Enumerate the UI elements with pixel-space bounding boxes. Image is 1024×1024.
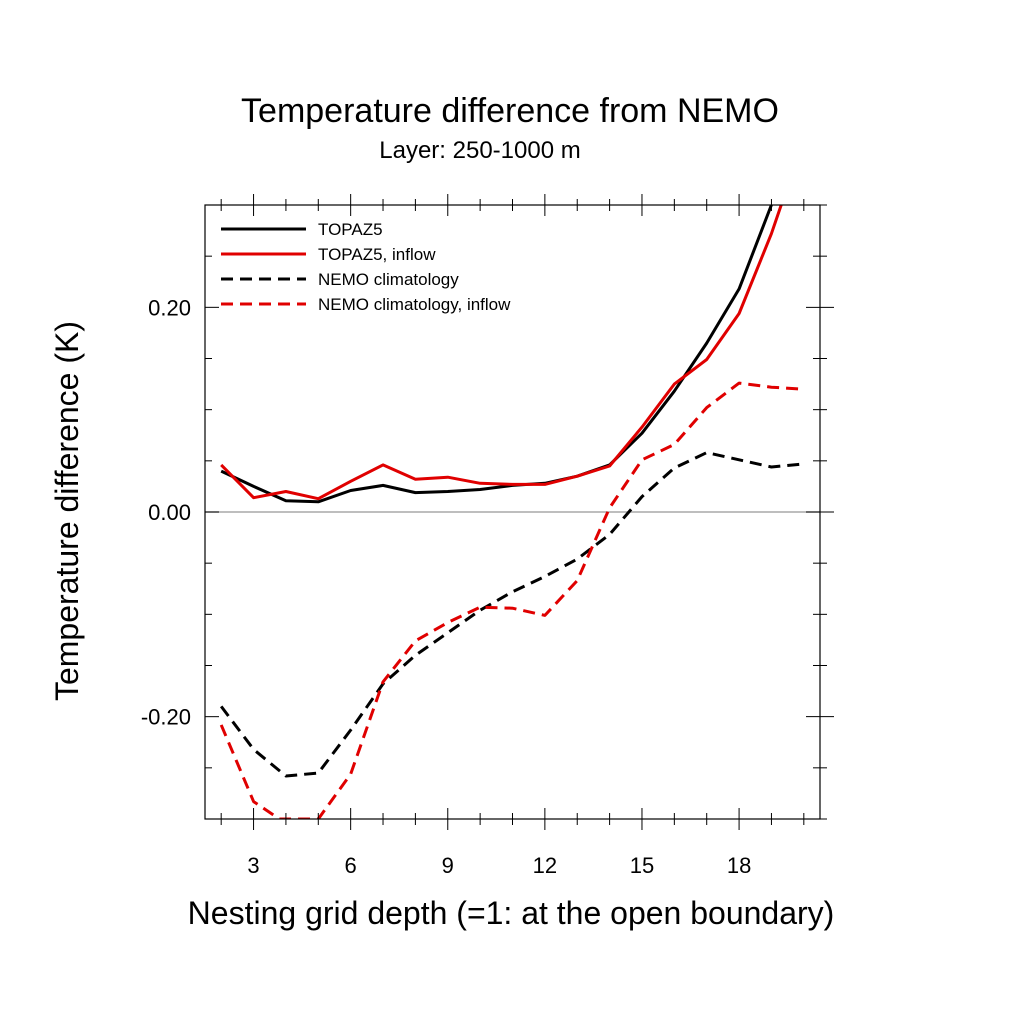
plot-area: 3 6 9 12 15 18 -0.20 0.00 0.20: [141, 194, 834, 878]
x-tick-label: 3: [247, 853, 259, 878]
y-axis-label: Temperature difference (K): [49, 321, 85, 701]
chart-subtitle: Layer: 250-1000 m: [379, 137, 580, 164]
x-tick-label: 6: [345, 853, 357, 878]
series-line-4: [219, 381, 804, 819]
y-tick-label: 0.00: [148, 500, 191, 525]
legend-label-3: NEMO climatology: [318, 270, 459, 289]
legend-label-1: TOPAZ5: [318, 220, 383, 239]
series-line-2: [220, 205, 783, 501]
y-tick-label: -0.20: [141, 705, 191, 730]
y-tick-label: 0.20: [148, 295, 191, 320]
x-axis-label: Nesting grid depth (=1: at the open boun…: [188, 895, 835, 931]
x-tick-label: 9: [442, 853, 454, 878]
x-tick-label: 15: [630, 853, 654, 878]
x-tick-label: 12: [533, 853, 557, 878]
chart-title: Temperature difference from NEMO: [241, 92, 779, 130]
legend: TOPAZ5 TOPAZ5, inflow NEMO climatology NEMO…: [221, 220, 511, 314]
legend-label-2: TOPAZ5, inflow: [318, 245, 436, 264]
legend-label-4: NEMO climatology, inflow: [318, 295, 511, 314]
x-tick-label: 18: [727, 853, 751, 878]
series-line-1: [220, 205, 773, 504]
